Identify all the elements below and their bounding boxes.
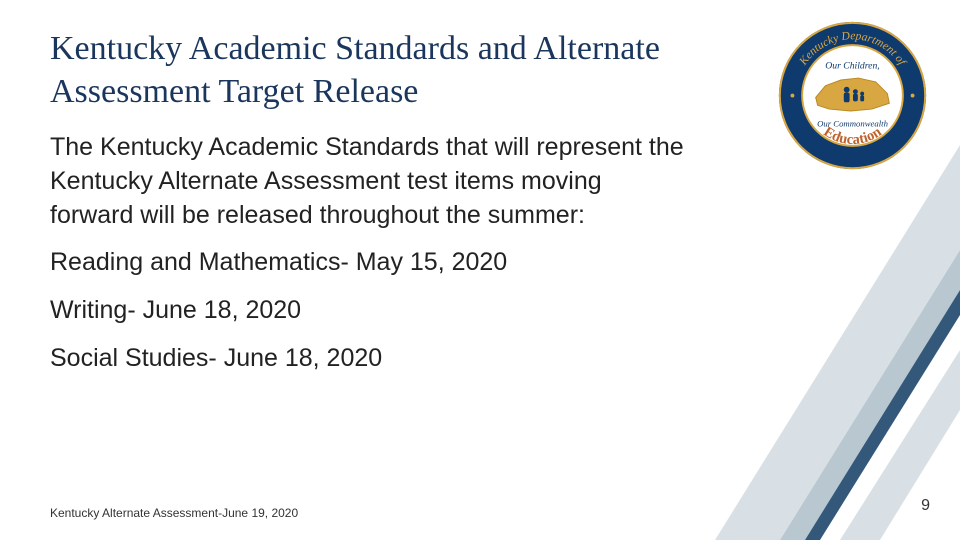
release-line-2: Writing- June 18, 2020 bbox=[50, 294, 690, 328]
release-line-3: Social Studies- June 18, 2020 bbox=[50, 342, 690, 376]
slide-content: Kentucky Academic Standards and Alternat… bbox=[0, 0, 740, 376]
footer-text: Kentucky Alternate Assessment-June 19, 2… bbox=[50, 506, 298, 520]
svg-text:Our Commonwealth: Our Commonwealth bbox=[817, 119, 888, 129]
page-number: 9 bbox=[921, 497, 930, 515]
intro-paragraph: The Kentucky Academic Standards that wil… bbox=[50, 131, 690, 232]
kentucky-doe-seal-icon: Kentucky Department of Education Our Chi… bbox=[775, 18, 930, 173]
slide-title: Kentucky Academic Standards and Alternat… bbox=[50, 28, 690, 113]
release-line-1: Reading and Mathematics- May 15, 2020 bbox=[50, 246, 690, 280]
svg-text:Our Children,: Our Children, bbox=[825, 60, 879, 71]
